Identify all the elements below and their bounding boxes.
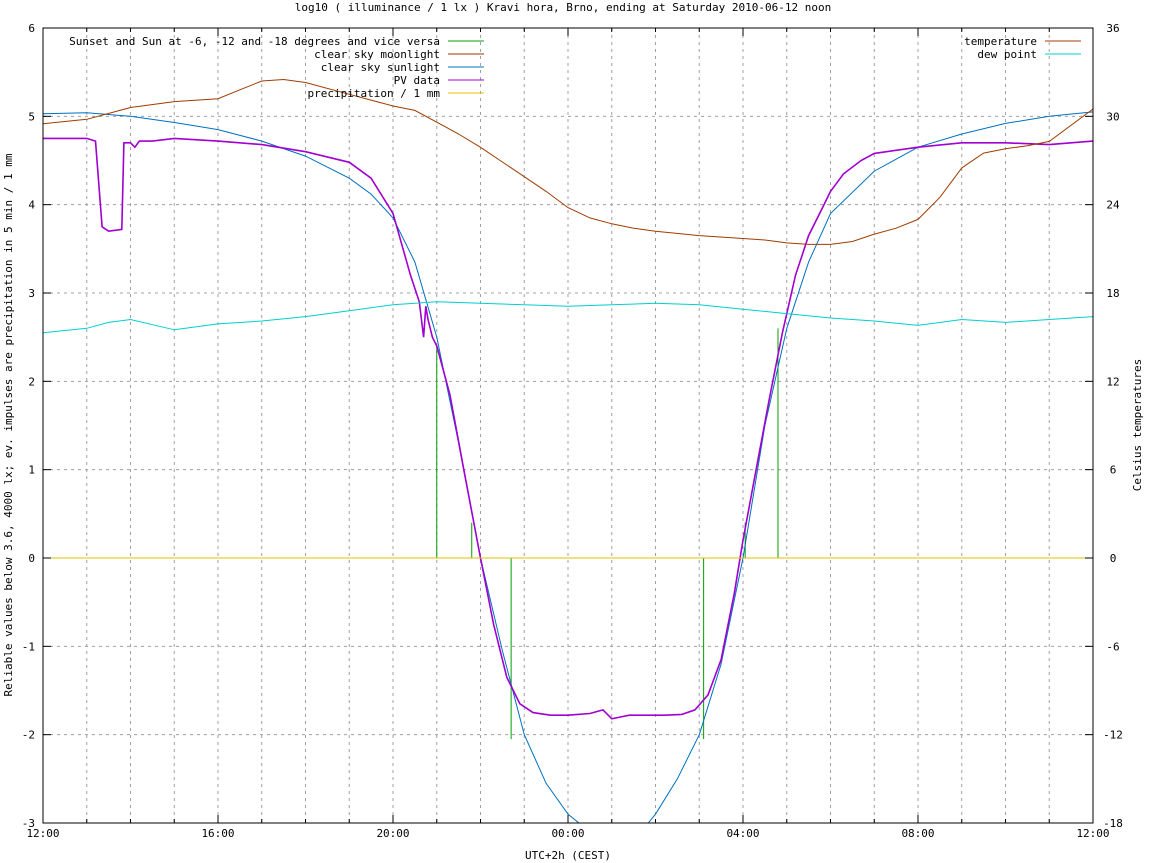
y-tick-label: 6 [28, 22, 35, 35]
x-tick-label: 00:00 [551, 827, 584, 840]
x-tick-label: 04:00 [726, 827, 759, 840]
legend-label: PV data [394, 74, 440, 87]
y-axis-label: Reliable values below 3.6, 4000 lx; ev. … [2, 153, 15, 696]
x-axis-label: UTC+2h (CEST) [525, 849, 611, 862]
y-tick-label: -3 [22, 817, 35, 830]
grid [43, 28, 1093, 823]
x-tick-label: 12:00 [26, 827, 59, 840]
y2-tick-label: 6 [1110, 464, 1117, 477]
y-tick-label: 4 [28, 199, 35, 212]
series-dew-point [43, 301, 1093, 334]
y2-tick-label: -12 [1103, 729, 1123, 742]
y2-tick-label: 24 [1106, 199, 1120, 212]
y2-tick-label: -18 [1103, 817, 1123, 830]
x-tick-label: 16:00 [201, 827, 234, 840]
y-tick-label: 2 [28, 375, 35, 388]
y2-tick-label: 36 [1106, 22, 1119, 35]
series-clear-sky-sunlight [43, 111, 1093, 823]
y2-tick-label: 12 [1106, 375, 1119, 388]
series-pv-data [43, 137, 1093, 720]
y-tick-label: -2 [22, 729, 35, 742]
y2-tick-label: 30 [1106, 110, 1119, 123]
legend-label: dew point [977, 48, 1037, 61]
chart-title: log10 ( illuminance / 1 lx ) Kravi hora,… [295, 1, 831, 14]
legend-label: temperature [964, 35, 1037, 48]
y2-axis-label: Celsius temperatures [1131, 359, 1144, 491]
y-tick-label: 3 [28, 287, 35, 300]
y2-tick-label: 18 [1106, 287, 1119, 300]
tick-layer: 12:00 16:00 20:00 00:00 04:00 08:00 12:00-3-2-… [22, 22, 1123, 840]
legend-label: clear sky moonlight [314, 48, 440, 61]
x-tick-label: 08:00 [901, 827, 934, 840]
y2-tick-label: 0 [1110, 552, 1117, 565]
y-tick-label: -1 [22, 640, 35, 653]
legend-label: clear sky sunlight [321, 61, 440, 74]
series-temperature [43, 78, 1093, 245]
y-tick-label: 0 [28, 552, 35, 565]
series-layer [43, 78, 1093, 823]
x-tick-label: 12:00 [1076, 827, 1109, 840]
legend-label: precipitation / 1 mm [308, 87, 441, 100]
legend: Sunset and Sun at -6, -12 and -18 degree… [69, 35, 1081, 100]
legend-label: Sunset and Sun at -6, -12 and -18 degree… [69, 35, 440, 48]
y-tick-label: 5 [28, 110, 35, 123]
y2-tick-label: -6 [1106, 640, 1119, 653]
y-tick-label: 1 [28, 464, 35, 477]
x-tick-label: 20:00 [376, 827, 409, 840]
